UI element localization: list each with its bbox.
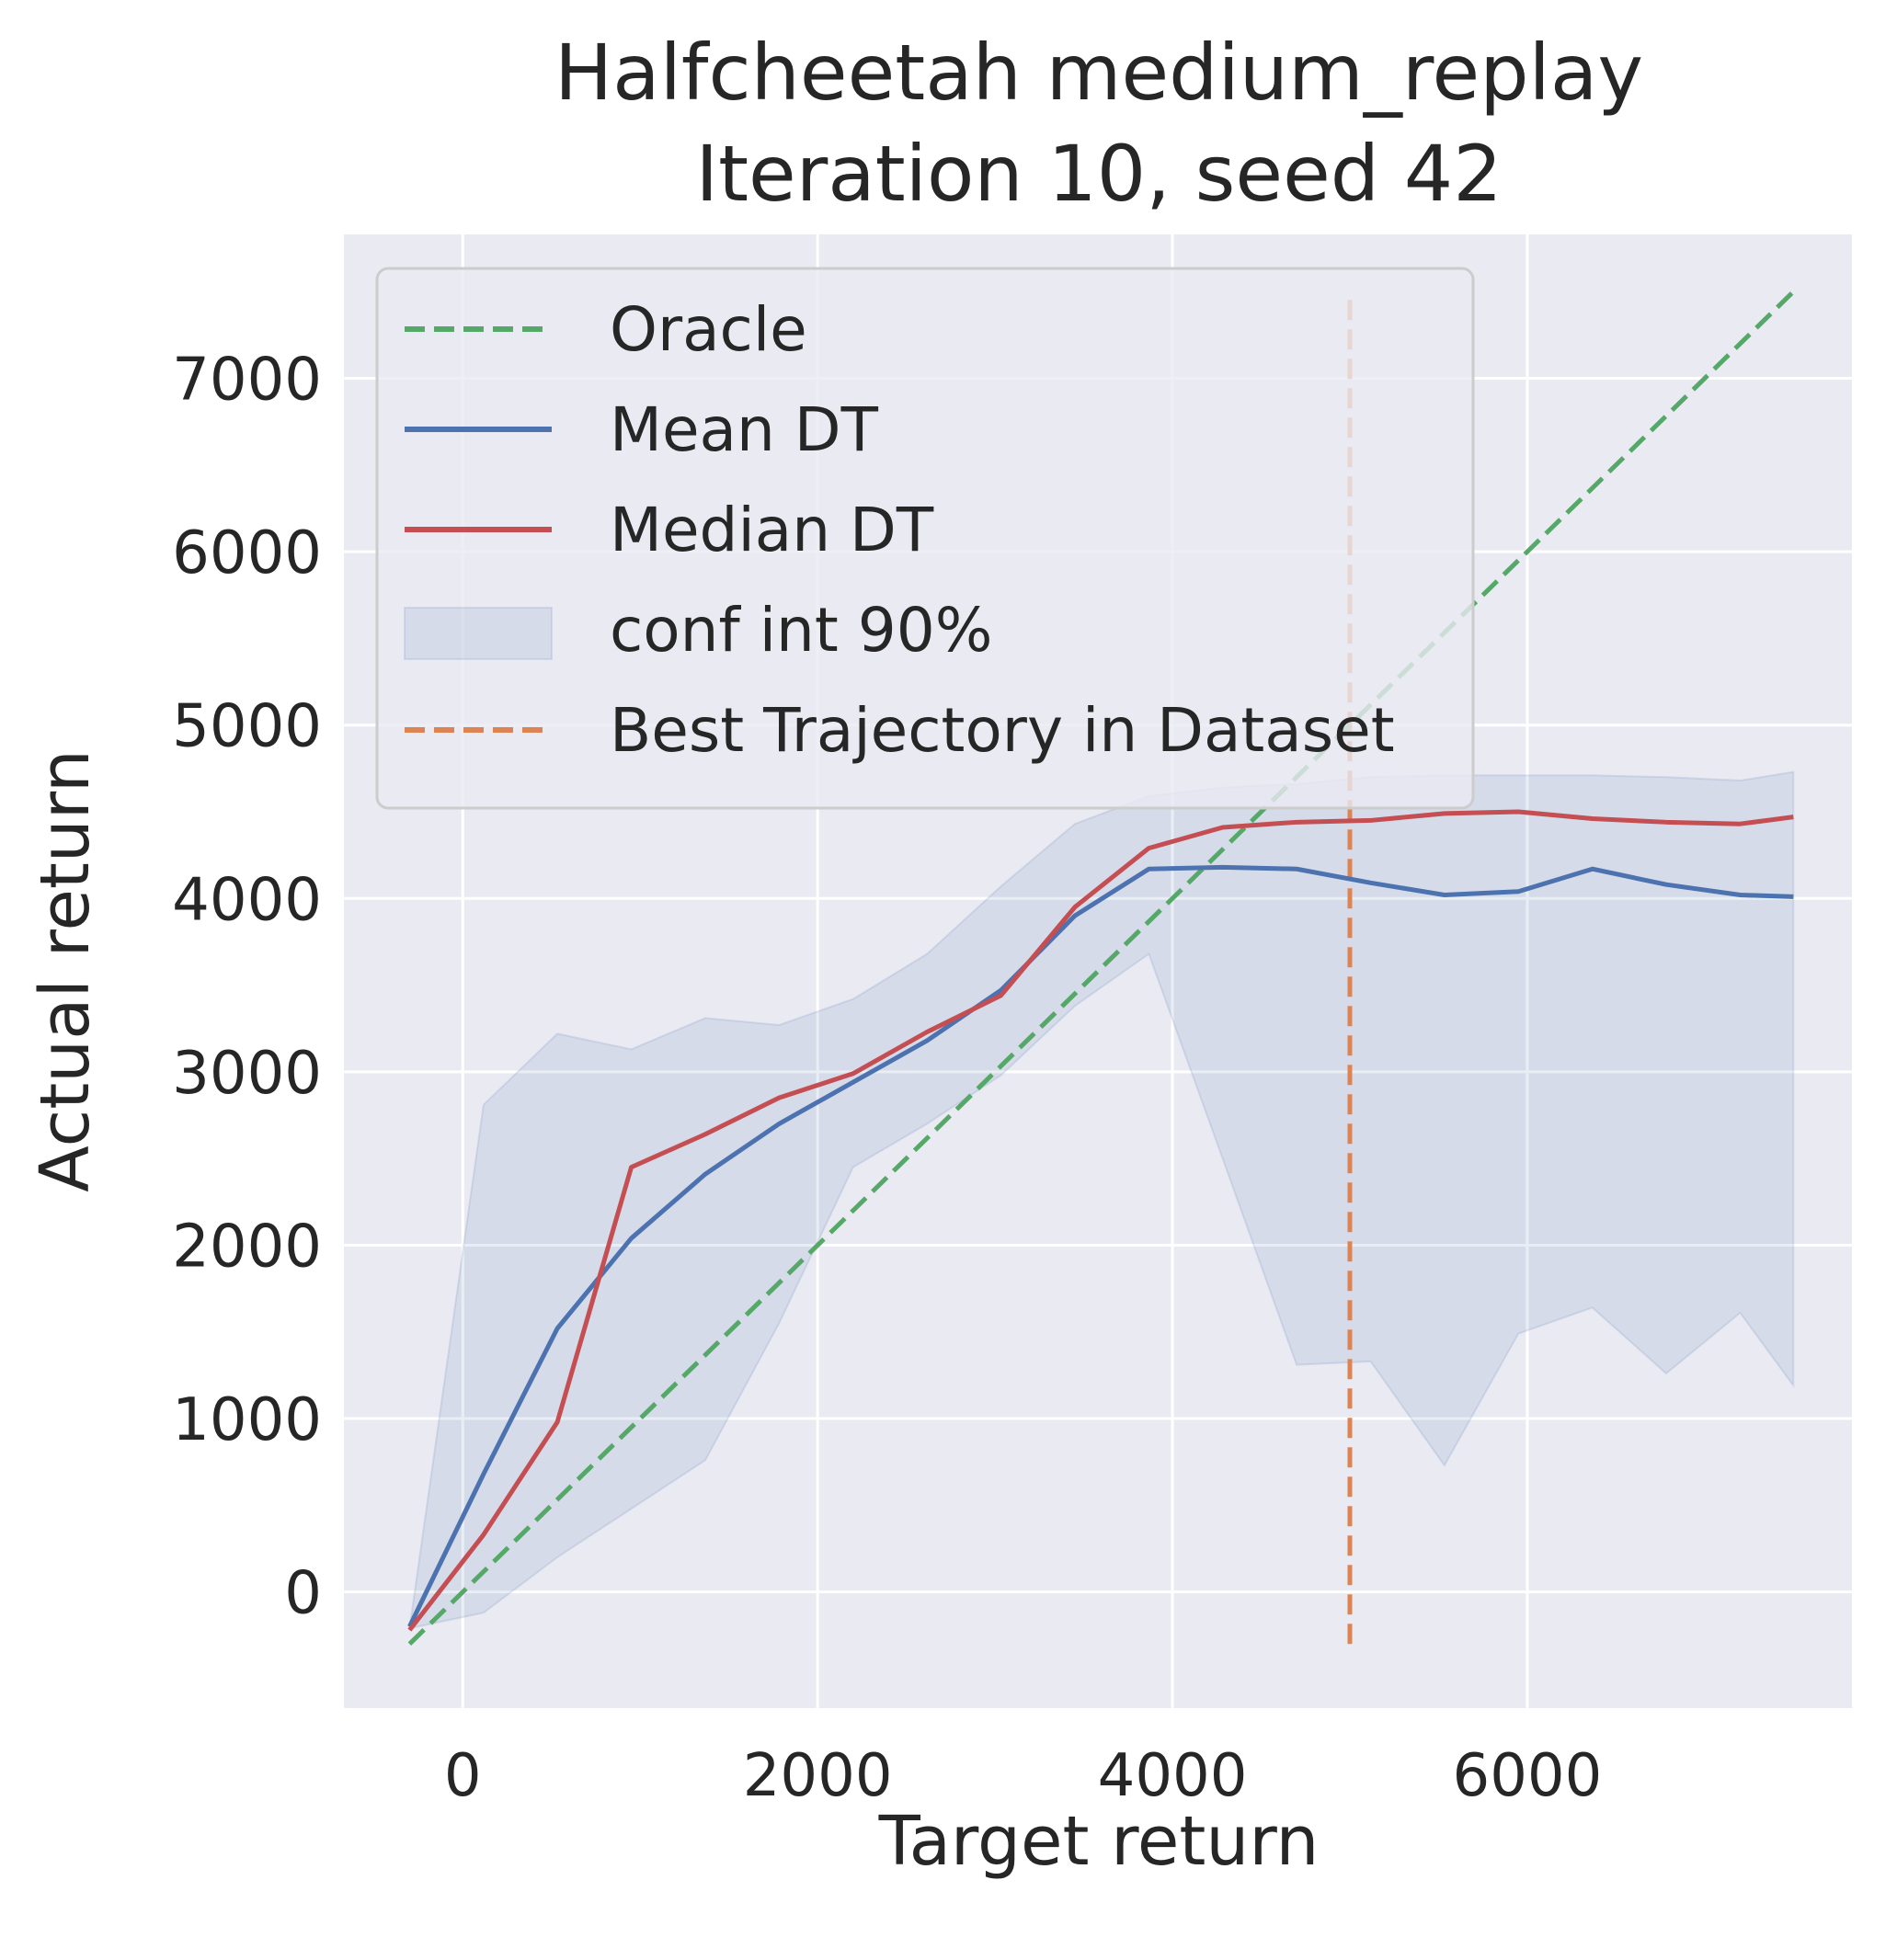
legend-label-mean-dt: Mean DT (610, 394, 879, 465)
y-tick-label-0: 0 (284, 1560, 322, 1628)
legend-label-conf-int: conf int 90% (610, 595, 992, 666)
chart-title-line-1: Halfcheetah medium_replay (554, 28, 1643, 118)
legend-label-oracle: Oracle (610, 294, 807, 365)
x-axis-label: Target return (878, 1802, 1320, 1881)
x-tick-labels: 0 2000 4000 6000 (444, 1742, 1602, 1810)
legend-frame (375, 267, 1475, 810)
confidence-band-layer (408, 770, 1795, 1630)
y-tick-label-3000: 3000 (172, 1040, 322, 1108)
x-tick-label-2000: 2000 (743, 1742, 893, 1810)
y-tick-label-4000: 4000 (172, 866, 322, 934)
x-tick-label-0: 0 (444, 1742, 482, 1810)
x-tick-label-6000: 6000 (1452, 1742, 1602, 1810)
y-tick-labels: 0 1000 2000 3000 4000 5000 6000 7000 (172, 347, 322, 1628)
legend-swatch-conf-int (404, 607, 553, 660)
y-tick-label-2000: 2000 (172, 1213, 322, 1281)
legend-label-best-trajectory: Best Trajectory in Dataset (610, 695, 1395, 766)
y-tick-label-1000: 1000 (172, 1386, 322, 1454)
y-tick-label-7000: 7000 (172, 347, 322, 415)
y-tick-label-6000: 6000 (172, 519, 322, 587)
series-layer (407, 290, 1796, 1647)
chart-title-line-2: Iteration 10, seed 42 (695, 129, 1502, 219)
series-line-median-dt (407, 809, 1794, 1632)
confidence-band (408, 770, 1795, 1630)
series-line-mean-dt (407, 864, 1794, 1628)
x-tick-label-4000: 4000 (1098, 1742, 1248, 1810)
legend-label-median-dt: Median DT (610, 495, 934, 565)
y-axis-label: Actual return (26, 749, 105, 1192)
y-tick-label-5000: 5000 (172, 693, 322, 761)
legend: Oracle Mean DT Median DT conf int 90% Be… (375, 267, 1475, 810)
